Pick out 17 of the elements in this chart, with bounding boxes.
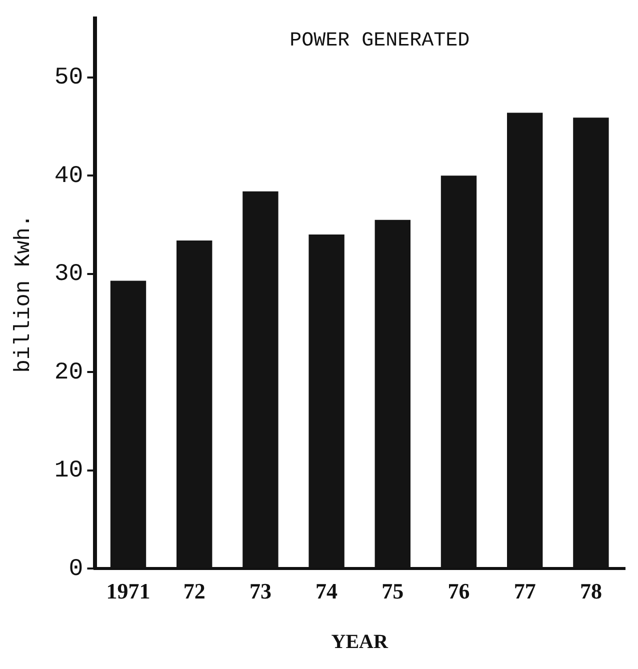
y-axis-title: billion Kwh. (11, 214, 36, 373)
x-tick-label: 74 (316, 578, 338, 604)
y-tick-label: 50 (54, 64, 84, 92)
x-tick-label: 72 (183, 578, 206, 604)
text: POWER GENERATED (290, 30, 470, 53)
y-tick-label: 0 (68, 556, 84, 583)
x-tick-label: 73 (249, 578, 272, 604)
y-tick-label: 30 (54, 261, 84, 288)
x-tick-label: 78 (580, 578, 602, 604)
x-tick-label: 75 (382, 578, 404, 604)
x-tick-label: 76 (448, 578, 470, 604)
x-tick-label: 1971 (106, 578, 150, 604)
x-axis-title: YEAR (331, 631, 388, 654)
y-tick-label: 10 (54, 458, 84, 485)
x-tick-label: 77 (514, 578, 536, 604)
y-tick-label: 40 (54, 162, 84, 190)
y-tick-label: 20 (54, 359, 84, 386)
